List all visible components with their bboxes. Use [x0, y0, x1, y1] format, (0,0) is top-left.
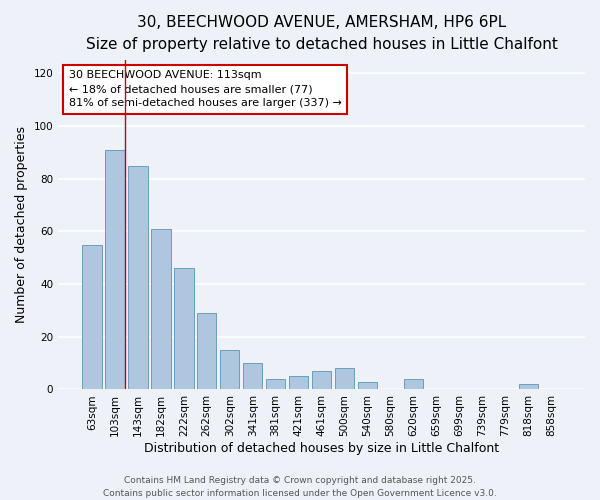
Bar — [518, 384, 538, 390]
Bar — [197, 313, 217, 390]
Bar — [335, 368, 355, 390]
Bar — [404, 379, 423, 390]
Bar — [358, 382, 377, 390]
Y-axis label: Number of detached properties: Number of detached properties — [15, 126, 28, 324]
Text: Contains HM Land Registry data © Crown copyright and database right 2025.
Contai: Contains HM Land Registry data © Crown c… — [103, 476, 497, 498]
Bar — [220, 350, 239, 390]
Bar — [128, 166, 148, 390]
Bar — [289, 376, 308, 390]
Bar — [312, 371, 331, 390]
Bar — [105, 150, 125, 390]
Bar — [266, 379, 286, 390]
X-axis label: Distribution of detached houses by size in Little Chalfont: Distribution of detached houses by size … — [144, 442, 499, 455]
Text: 30 BEECHWOOD AVENUE: 113sqm
← 18% of detached houses are smaller (77)
81% of sem: 30 BEECHWOOD AVENUE: 113sqm ← 18% of det… — [69, 70, 341, 108]
Bar — [82, 244, 101, 390]
Bar — [151, 229, 170, 390]
Bar — [174, 268, 194, 390]
Bar — [243, 363, 262, 390]
Title: 30, BEECHWOOD AVENUE, AMERSHAM, HP6 6PL
Size of property relative to detached ho: 30, BEECHWOOD AVENUE, AMERSHAM, HP6 6PL … — [86, 15, 557, 52]
